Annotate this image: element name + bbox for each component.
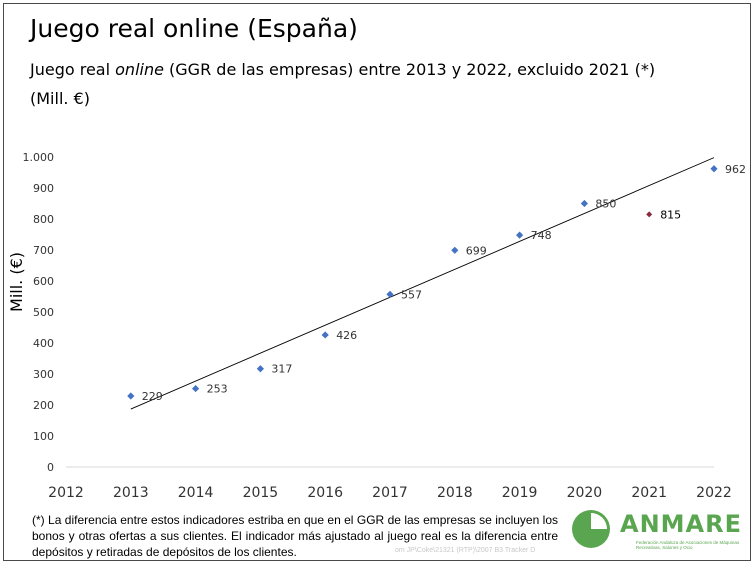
data-point (256, 365, 264, 373)
y-tick-label: 100 (33, 430, 54, 443)
data-label: 699 (466, 244, 487, 257)
data-point (710, 165, 718, 173)
page-title: Juego real online (España) (30, 14, 358, 43)
data-point (127, 392, 135, 400)
unit-label: (Mill. €) (30, 89, 90, 108)
x-axis-ticks: 2012 2013 2014 2015 2016 2017 2018 2019 2020 2021… (48, 485, 732, 501)
trend-line (130, 157, 715, 410)
y-tick-label: 600 (33, 275, 54, 288)
data-label: 962 (725, 163, 746, 176)
y-tick-label: 1.000 (23, 151, 55, 164)
subtitle-emphasis: online (115, 60, 164, 79)
x-tick-label: 2021 (631, 485, 667, 501)
x-tick-label: 2014 (178, 485, 214, 501)
chart-subtitle: Juego real online (GGR de las empresas) … (30, 60, 655, 79)
data-label: 426 (336, 329, 357, 342)
data-label: 850 (595, 198, 616, 211)
logo-name: ANMARE (620, 510, 742, 538)
subtitle-part-2: (GGR de las empresas) entre 2013 y 2022,… (163, 60, 656, 79)
x-tick-label: 2012 (48, 485, 84, 501)
anmare-logo-icon (572, 510, 610, 548)
anmare-logo: ANMARE Federación Andaluza de Asociacion… (570, 506, 748, 556)
y-tick-label: 400 (33, 337, 54, 350)
faint-file-path: om JP\Coke\21321 (RTP)\2007 B3 Tracker D (395, 547, 536, 554)
data-label: 317 (271, 363, 292, 376)
x-tick-label: 2020 (567, 485, 603, 501)
chart-frame (3, 3, 751, 561)
excluded-data-point (646, 211, 653, 218)
data-label: 748 (531, 229, 552, 242)
y-tick-label: 200 (33, 399, 54, 412)
x-tick-label: 2019 (502, 485, 538, 501)
data-point (386, 290, 394, 298)
logo-tagline: Federación Andaluza de Asociaciones de M… (636, 540, 740, 550)
y-tick-label: 900 (33, 182, 54, 195)
y-axis-label: Mill. (€) (7, 252, 26, 312)
x-tick-label: 2022 (696, 485, 732, 501)
y-tick-label: 500 (33, 306, 54, 319)
data-point (192, 384, 200, 393)
y-tick-label: 700 (33, 244, 54, 257)
x-tick-label: 2015 (243, 485, 279, 501)
data-point (451, 246, 459, 254)
data-point (321, 331, 329, 339)
data-labels: 229 253 317 426 557 699 748 850 962 815 (142, 163, 746, 403)
excluded-data-label: 815 (660, 208, 681, 221)
footnote: (*) La diferencia entre estos indicadore… (32, 513, 558, 559)
data-label: 253 (207, 383, 228, 396)
data-label: 229 (142, 390, 163, 403)
x-tick-label: 2016 (307, 485, 343, 501)
x-tick-label: 2013 (113, 485, 149, 501)
subtitle-part-1: Juego real (30, 60, 116, 79)
y-tick-label: 800 (33, 213, 54, 226)
y-axis-ticks: 0 100 200 300 400 500 600 700 800 900 1.000 (23, 151, 55, 474)
y-tick-label: 0 (47, 461, 54, 474)
data-label: 557 (401, 288, 422, 301)
data-point (580, 199, 588, 208)
data-point (516, 231, 524, 239)
x-tick-label: 2018 (437, 485, 473, 501)
data-points (127, 165, 718, 400)
y-tick-label: 300 (33, 368, 54, 381)
x-tick-label: 2017 (372, 485, 408, 501)
